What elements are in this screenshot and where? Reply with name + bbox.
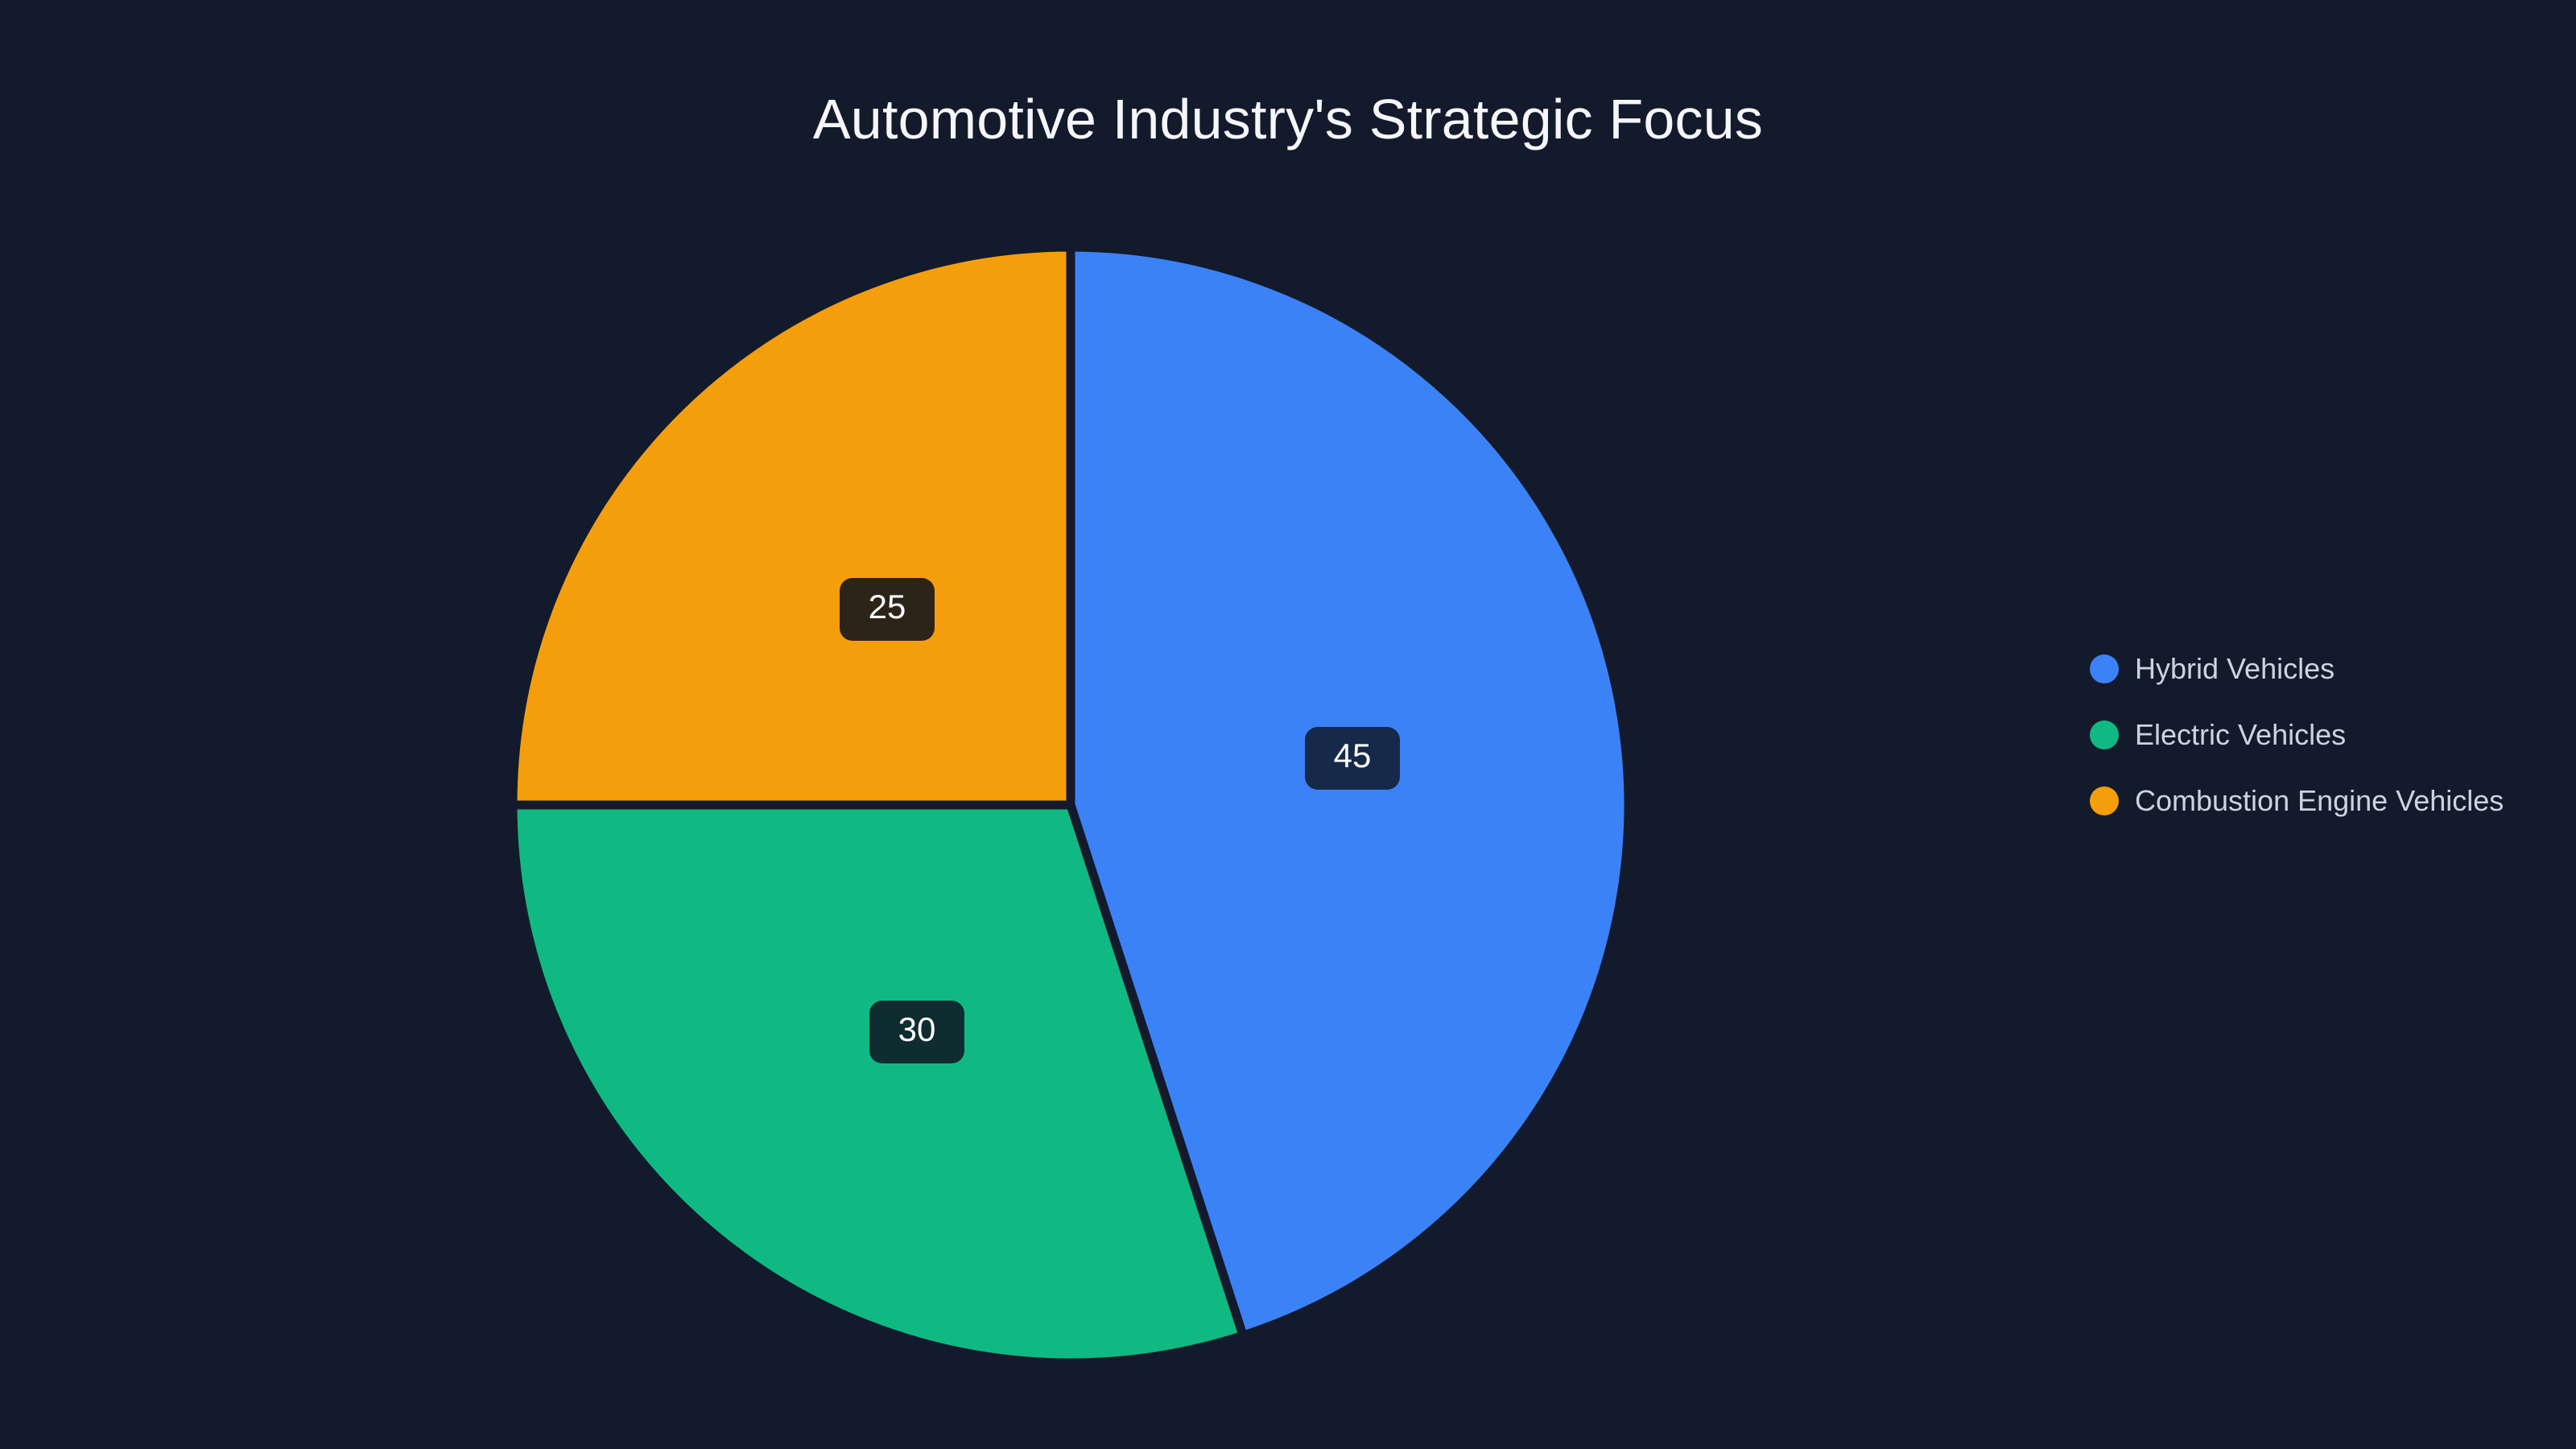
svg-text:45: 45 xyxy=(1334,737,1372,774)
svg-text:25: 25 xyxy=(869,588,906,625)
svg-text:30: 30 xyxy=(898,1010,936,1048)
